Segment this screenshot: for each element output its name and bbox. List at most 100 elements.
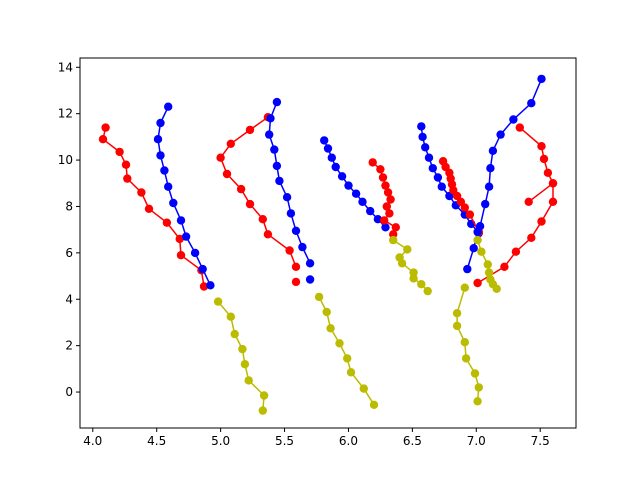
data-point bbox=[359, 384, 368, 393]
data-point bbox=[176, 216, 186, 225]
series-10 bbox=[389, 235, 432, 296]
y-tick-label: 2 bbox=[65, 339, 73, 353]
data-point bbox=[190, 248, 200, 258]
y-tick-label: 10 bbox=[58, 153, 73, 167]
data-point bbox=[477, 247, 486, 256]
data-point bbox=[391, 223, 400, 232]
data-point bbox=[121, 160, 131, 169]
data-point bbox=[259, 391, 269, 400]
x-tick-label: 7.0 bbox=[467, 434, 486, 448]
y-tick-label: 0 bbox=[65, 385, 73, 399]
series-4 bbox=[291, 277, 301, 287]
data-point bbox=[238, 344, 247, 354]
x-tick-label: 5.5 bbox=[275, 434, 294, 448]
data-point bbox=[320, 136, 329, 145]
data-point bbox=[382, 202, 391, 211]
x-tick-label: 4.5 bbox=[147, 434, 166, 448]
data-point bbox=[437, 182, 446, 191]
data-point bbox=[272, 97, 282, 107]
y-axis: 0 2 4 6 8 10 12 14 bbox=[58, 60, 80, 399]
data-point bbox=[351, 189, 361, 198]
data-point bbox=[144, 204, 154, 213]
data-point bbox=[265, 130, 274, 139]
data-point bbox=[386, 195, 395, 204]
data-point bbox=[343, 354, 352, 363]
data-point bbox=[216, 153, 225, 162]
data-point bbox=[314, 292, 324, 302]
data-point bbox=[175, 234, 184, 244]
data-point bbox=[153, 135, 163, 144]
data-point bbox=[245, 125, 255, 135]
data-point bbox=[537, 217, 546, 226]
data-point bbox=[335, 339, 344, 348]
data-point bbox=[424, 153, 434, 162]
data-point bbox=[389, 230, 398, 239]
data-point bbox=[164, 102, 173, 111]
data-point bbox=[226, 139, 235, 148]
data-point bbox=[305, 259, 315, 268]
data-point bbox=[298, 242, 307, 252]
data-point bbox=[344, 181, 353, 190]
data-point bbox=[428, 164, 437, 173]
series-line bbox=[528, 182, 554, 203]
data-point bbox=[473, 235, 482, 245]
y-tick-label: 8 bbox=[65, 199, 73, 213]
data-point bbox=[389, 235, 398, 245]
data-point bbox=[286, 209, 296, 218]
data-point bbox=[515, 123, 524, 132]
data-point bbox=[101, 123, 110, 132]
data-point bbox=[473, 278, 482, 288]
data-point bbox=[285, 246, 294, 255]
data-point bbox=[486, 164, 495, 173]
data-point bbox=[539, 154, 549, 164]
data-point bbox=[323, 144, 333, 153]
y-tick-label: 4 bbox=[65, 292, 73, 306]
data-point bbox=[463, 264, 472, 274]
data-point bbox=[240, 360, 250, 369]
data-point bbox=[409, 268, 418, 277]
data-point bbox=[469, 244, 478, 253]
data-point bbox=[270, 145, 279, 154]
series-1 bbox=[153, 102, 215, 290]
data-point bbox=[137, 188, 146, 197]
data-point bbox=[488, 146, 498, 155]
data-point bbox=[397, 259, 407, 268]
data-point bbox=[266, 114, 275, 123]
data-point bbox=[403, 245, 412, 254]
data-point bbox=[527, 99, 536, 108]
plot-frame bbox=[79, 57, 577, 429]
data-point bbox=[331, 162, 340, 172]
data-point bbox=[460, 203, 469, 212]
data-point bbox=[282, 193, 292, 202]
data-point bbox=[537, 142, 546, 151]
data-point bbox=[461, 354, 471, 363]
data-point bbox=[417, 280, 426, 289]
data-point bbox=[230, 329, 239, 339]
data-point bbox=[509, 115, 518, 124]
data-point bbox=[226, 312, 235, 321]
data-point bbox=[537, 74, 546, 84]
data-point bbox=[452, 321, 462, 331]
data-point bbox=[417, 122, 426, 131]
series-8 bbox=[320, 136, 390, 232]
data-point bbox=[358, 197, 367, 206]
data-point bbox=[291, 226, 301, 235]
data-point bbox=[383, 188, 393, 197]
x-tick-label: 6.0 bbox=[339, 434, 358, 448]
data-point bbox=[481, 199, 490, 209]
data-point bbox=[291, 262, 301, 271]
data-point bbox=[327, 153, 336, 162]
data-point bbox=[115, 147, 124, 157]
data-point bbox=[527, 233, 536, 242]
series-0 bbox=[98, 123, 209, 291]
series-6 bbox=[213, 297, 269, 415]
x-axis: 4.0 4.5 5.0 5.5 6.0 6.5 7.0 7.5 bbox=[83, 428, 550, 448]
data-point bbox=[263, 230, 273, 239]
data-point bbox=[156, 118, 165, 128]
data-point bbox=[199, 282, 209, 291]
data-point bbox=[511, 247, 521, 256]
data-point bbox=[548, 179, 558, 188]
data-point bbox=[373, 215, 383, 224]
series-3 bbox=[265, 97, 315, 268]
